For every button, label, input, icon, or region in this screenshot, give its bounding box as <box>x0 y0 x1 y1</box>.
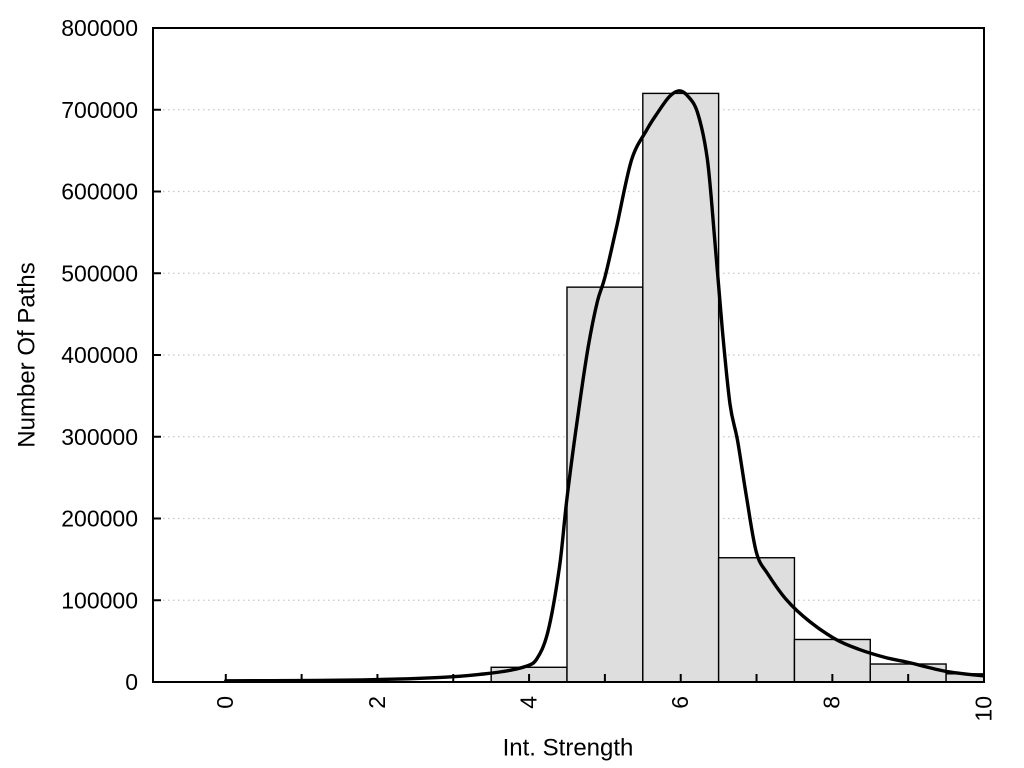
histogram-bar <box>566 286 644 682</box>
y-tick-label: 100000 <box>61 587 138 613</box>
x-tick-label: 0 <box>212 696 238 709</box>
y-axis-title: Number Of Paths <box>13 262 40 447</box>
y-tick-label: 500000 <box>61 260 138 286</box>
x-tick-labels: 0 2 4 6 8 10 <box>212 696 996 722</box>
histogram-bars <box>490 92 984 682</box>
y-tick-label: 800000 <box>61 15 138 41</box>
x-axis-title: Int. Strength <box>503 734 634 761</box>
x-tick-label: 4 <box>515 696 541 709</box>
y-tick-label: 0 <box>125 669 138 695</box>
x-tick-label: 8 <box>819 696 845 709</box>
density-curve <box>224 89 984 682</box>
y-tick-labels: 0 100000 200000 300000 400000 500000 600000 700… <box>61 15 138 695</box>
y-tick-label: 600000 <box>61 179 138 205</box>
x-tick-label: 2 <box>364 696 390 709</box>
axis-ticks <box>153 27 985 683</box>
y-tick-label: 700000 <box>61 97 138 123</box>
histogram-bar <box>717 557 796 682</box>
x-tick-label: 6 <box>667 696 693 709</box>
y-tick-label: 200000 <box>61 506 138 532</box>
histogram-bar <box>642 92 720 682</box>
y-tick-label: 300000 <box>61 424 138 450</box>
y-tick-label: 400000 <box>61 342 138 368</box>
histogram-bar <box>945 673 984 682</box>
x-tick-label: 10 <box>970 696 996 722</box>
density-curve-path <box>224 89 984 682</box>
